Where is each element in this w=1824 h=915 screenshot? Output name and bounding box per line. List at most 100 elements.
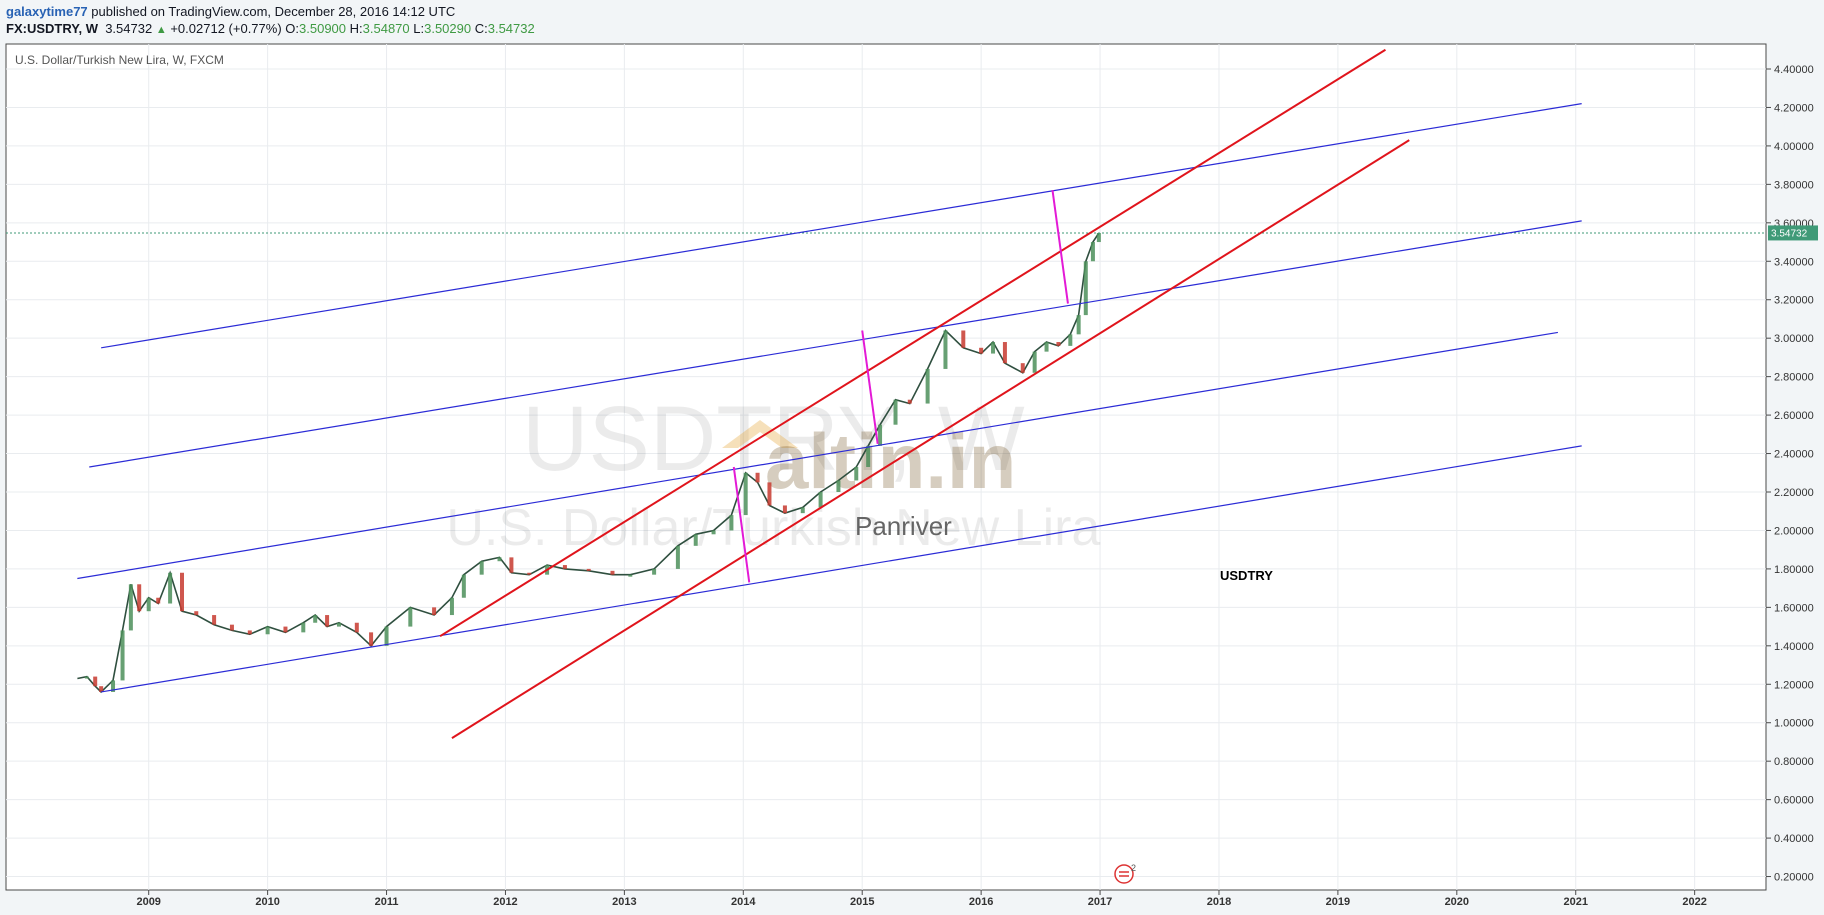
- time-tick-label: 2022: [1682, 896, 1706, 908]
- svg-text:2: 2: [1131, 863, 1136, 873]
- candle: [408, 607, 413, 627]
- candle: [369, 632, 374, 646]
- candle: [527, 572, 532, 575]
- candle: [729, 515, 734, 531]
- candle: [562, 565, 567, 569]
- usdtry-annotation: USDTRY: [1220, 568, 1273, 583]
- watermark-name: U.S. Dollar/Turkish New Lira: [446, 499, 1100, 557]
- candle: [943, 330, 948, 369]
- grid: [6, 44, 1766, 890]
- candle: [156, 597, 161, 604]
- candle: [767, 482, 772, 506]
- candle: [586, 568, 591, 571]
- candle: [991, 342, 996, 354]
- last-price-label: 3.54732: [1771, 228, 1808, 239]
- high-value: 3.54870: [362, 21, 410, 36]
- candle: [652, 568, 657, 575]
- candle: [247, 630, 252, 635]
- price-tick-label: 0.20000: [1774, 872, 1814, 884]
- up-triangle-icon: ▲: [155, 24, 167, 36]
- open-label: O:: [285, 21, 300, 36]
- price-tick-label: 3.00000: [1774, 333, 1814, 345]
- candle: [610, 570, 615, 575]
- watermark-logo-sub: Panriver: [855, 511, 952, 541]
- candle: [180, 572, 184, 612]
- price-tick-label: 1.40000: [1774, 641, 1814, 653]
- candle: [628, 574, 633, 577]
- candle: [120, 630, 125, 681]
- candle: [99, 686, 104, 692]
- candle: [229, 624, 234, 631]
- price-tick-label: 2.20000: [1774, 487, 1814, 499]
- time-tick-label: 2018: [1207, 896, 1231, 908]
- close-label: C:: [474, 21, 488, 36]
- price-tick-label: 2.60000: [1774, 410, 1814, 422]
- last-price: 3.54732: [105, 21, 153, 36]
- candle: [743, 472, 748, 516]
- trendline: [77, 331, 1558, 580]
- price-series: [6, 232, 1766, 694]
- candle: [878, 424, 883, 446]
- candle: [509, 557, 514, 573]
- candle: [84, 676, 89, 679]
- candle: [449, 597, 454, 616]
- watermark-logo: altin.in: [765, 417, 1016, 505]
- symbol-label[interactable]: FX:USDTRY, W: [6, 21, 98, 36]
- price-line: [77, 232, 1100, 694]
- candle: [1076, 315, 1081, 335]
- price-tick-label: 4.00000: [1774, 141, 1814, 153]
- price-tick-label: 3.80000: [1774, 179, 1814, 191]
- high-label: H:: [349, 21, 363, 36]
- price-tick-label: 4.20000: [1774, 102, 1814, 114]
- candle: [979, 347, 984, 354]
- candle: [301, 622, 306, 633]
- price-axis[interactable]: 0.20000 0.40000 0.60000 0.80000 1.00000 1.200…: [1766, 64, 1814, 884]
- candle: [384, 626, 389, 646]
- event-flag-icon[interactable]: 2: [1114, 863, 1136, 884]
- candle: [1044, 342, 1049, 352]
- trendline: [861, 330, 879, 445]
- time-tick-label: 2015: [850, 896, 874, 908]
- logo-roof-icon: [722, 420, 798, 448]
- price-tick-label: 0.60000: [1774, 795, 1814, 807]
- candle: [336, 622, 341, 627]
- time-axis[interactable]: 2009 2010 2011 2012 2013 2014 2015 2016 2017 2018…: [136, 890, 1707, 908]
- candle: [313, 615, 318, 623]
- trendline: [89, 220, 1582, 468]
- author-link[interactable]: galaxytime77: [6, 4, 88, 19]
- time-tick-label: 2020: [1445, 896, 1469, 908]
- candle: [137, 584, 142, 612]
- candle: [866, 445, 871, 467]
- candle: [893, 399, 898, 425]
- time-tick-label: 2017: [1088, 896, 1112, 908]
- candle: [1083, 261, 1088, 316]
- candle: [93, 676, 98, 687]
- candle: [354, 622, 359, 633]
- candle: [168, 572, 173, 604]
- low-value: 3.50290: [424, 21, 472, 36]
- trendlines: [77, 48, 1582, 739]
- time-tick-label: 2016: [969, 896, 993, 908]
- trendline: [732, 466, 751, 583]
- time-tick-label: 2010: [255, 896, 279, 908]
- close-value: 3.54732: [487, 21, 535, 36]
- candle: [212, 615, 217, 625]
- candle: [1056, 342, 1061, 346]
- time-tick-label: 2014: [731, 896, 756, 908]
- chart-header: galaxytime77 published on TradingView.co…: [0, 0, 1824, 42]
- candle: [925, 368, 930, 404]
- candle: [461, 574, 466, 598]
- candle: [283, 626, 288, 633]
- price-tick-label: 2.80000: [1774, 372, 1814, 384]
- candle: [782, 505, 787, 514]
- price-tick-label: 1.60000: [1774, 602, 1814, 614]
- publish-line: galaxytime77 published on TradingView.co…: [6, 4, 455, 20]
- time-tick-label: 2011: [375, 896, 399, 908]
- last-price-tag: 3.54732: [1768, 225, 1818, 241]
- candle: [961, 330, 966, 348]
- publish-info: published on TradingView.com, December 2…: [91, 4, 456, 19]
- price-change: +0.02712 (+0.77%): [170, 21, 282, 36]
- candle: [1068, 334, 1073, 346]
- candle: [479, 561, 484, 575]
